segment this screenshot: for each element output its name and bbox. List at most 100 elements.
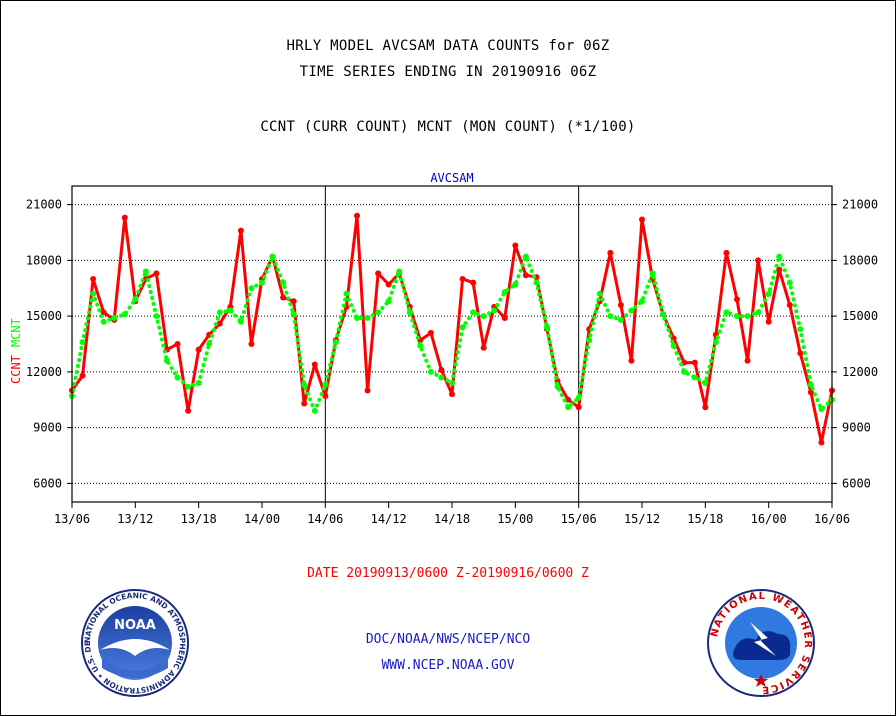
data-point-ccnt: [765, 318, 772, 325]
data-point-mcnt: [79, 339, 86, 346]
data-point-mcnt: [480, 313, 487, 320]
data-point-mcnt: [385, 298, 392, 305]
data-point-ccnt: [818, 439, 825, 446]
data-point-mcnt: [227, 307, 234, 314]
y-axis-label-mcnt: MCNT: [9, 318, 23, 347]
data-point-mcnt: [216, 309, 223, 316]
data-point-ccnt: [702, 404, 709, 411]
x-tick-label: 14/12: [371, 512, 407, 526]
noaa-logo: NATIONAL OCEANIC AND ATMOSPHERIC ADMINIS…: [80, 588, 189, 697]
data-point-ccnt: [427, 329, 434, 336]
data-point-ccnt: [512, 242, 519, 249]
data-point-ccnt: [121, 214, 128, 221]
data-point-mcnt: [660, 311, 667, 318]
data-point-mcnt: [90, 290, 97, 297]
series-line-ccnt: [70, 214, 834, 444]
data-point-mcnt: [628, 307, 635, 314]
y-tick-label-right: 15000: [842, 309, 878, 323]
data-point-ccnt: [807, 389, 814, 396]
data-point-mcnt: [354, 314, 360, 321]
org-url-link[interactable]: WWW.NCEP.NOAA.GOV: [381, 658, 515, 673]
data-point-mcnt: [164, 357, 170, 364]
series-layer: [69, 212, 835, 446]
x-tick-label: 14/18: [434, 512, 470, 526]
time-series-chart: 6000 6000 9000 9000 12000 12000 15000 15000 1800…: [9, 171, 878, 526]
x-tick-label: 13/06: [54, 512, 90, 526]
data-point-mcnt: [818, 406, 825, 413]
grid-lines: [72, 186, 832, 502]
data-point-mcnt: [734, 313, 740, 320]
data-point-ccnt: [691, 359, 698, 366]
data-point-ccnt: [195, 346, 202, 353]
data-point-mcnt: [142, 268, 149, 275]
x-tick-label: 15/18: [687, 512, 723, 526]
data-point-mcnt: [364, 314, 371, 321]
data-point-ccnt: [311, 361, 318, 368]
data-point-mcnt: [206, 341, 213, 347]
data-point-mcnt: [522, 253, 529, 260]
data-point-mcnt: [417, 342, 424, 349]
data-point-ccnt: [797, 350, 804, 357]
data-point-mcnt: [100, 318, 107, 325]
data-point-ccnt: [607, 249, 614, 256]
y-tick-label-left: 15000: [26, 309, 62, 323]
data-point-ccnt: [375, 270, 382, 277]
data-point-ccnt: [301, 400, 308, 407]
data-point-mcnt: [174, 374, 181, 381]
data-point-mcnt: [723, 309, 730, 316]
data-point-ccnt: [185, 407, 192, 414]
data-point-mcnt: [639, 298, 645, 305]
data-point-mcnt: [586, 337, 593, 344]
org-line-1: DOC/NOAA/NWS/NCEP/NCO: [0, 632, 896, 647]
data-point-mcnt: [111, 314, 118, 321]
org-path-text: DOC/NOAA/NWS/NCEP/NCO: [365, 632, 531, 647]
y-tick-label-right: 12000: [842, 365, 878, 379]
data-point-mcnt: [755, 309, 762, 316]
data-point-mcnt: [797, 326, 804, 333]
data-point-mcnt: [311, 407, 318, 414]
data-point-ccnt: [280, 294, 287, 301]
data-point-mcnt: [596, 290, 603, 297]
x-tick-label: 13/18: [181, 512, 217, 526]
data-point-mcnt: [237, 318, 244, 325]
data-point-ccnt: [237, 227, 244, 234]
y-tick-label-left: 18000: [26, 253, 62, 267]
y-tick-label-left: 9000: [33, 421, 62, 435]
data-point-mcnt: [501, 288, 508, 295]
data-point-mcnt: [765, 290, 772, 297]
data-point-ccnt: [786, 301, 793, 308]
data-point-ccnt: [364, 387, 371, 394]
data-point-mcnt: [332, 339, 339, 346]
data-point-ccnt: [755, 257, 762, 264]
data-point-mcnt: [438, 374, 445, 381]
data-point-mcnt: [195, 380, 202, 387]
data-point-mcnt: [427, 368, 434, 375]
data-point-mcnt: [322, 381, 329, 388]
data-point-mcnt: [470, 309, 477, 316]
data-point-ccnt: [639, 216, 645, 223]
data-point-mcnt: [565, 404, 572, 411]
data-point-mcnt: [406, 309, 413, 316]
x-tick-label: 14/06: [307, 512, 343, 526]
data-point-ccnt: [628, 357, 635, 364]
data-point-ccnt: [617, 301, 624, 308]
data-point-mcnt: [533, 279, 540, 286]
data-point-mcnt: [807, 381, 814, 388]
date-range-label: DATE 20190913/0600 Z-20190916/0600 Z: [0, 566, 896, 581]
data-point-mcnt: [459, 324, 466, 331]
data-point-ccnt: [438, 367, 445, 374]
data-point-ccnt: [575, 404, 582, 411]
y-tick-label-right: 18000: [842, 253, 878, 267]
data-point-ccnt: [449, 391, 455, 398]
data-point-ccnt: [385, 281, 392, 288]
data-point-mcnt: [681, 368, 688, 375]
data-point-mcnt: [691, 374, 698, 381]
data-point-ccnt: [354, 212, 360, 219]
data-point-mcnt: [786, 279, 793, 286]
data-point-ccnt: [459, 275, 466, 282]
y-tick-label-left: 6000: [33, 476, 62, 490]
y-axis-label: CCNT MCNT: [9, 318, 23, 384]
x-tick-label: 16/00: [751, 512, 787, 526]
data-point-mcnt: [776, 253, 783, 260]
data-point-mcnt: [290, 311, 297, 318]
